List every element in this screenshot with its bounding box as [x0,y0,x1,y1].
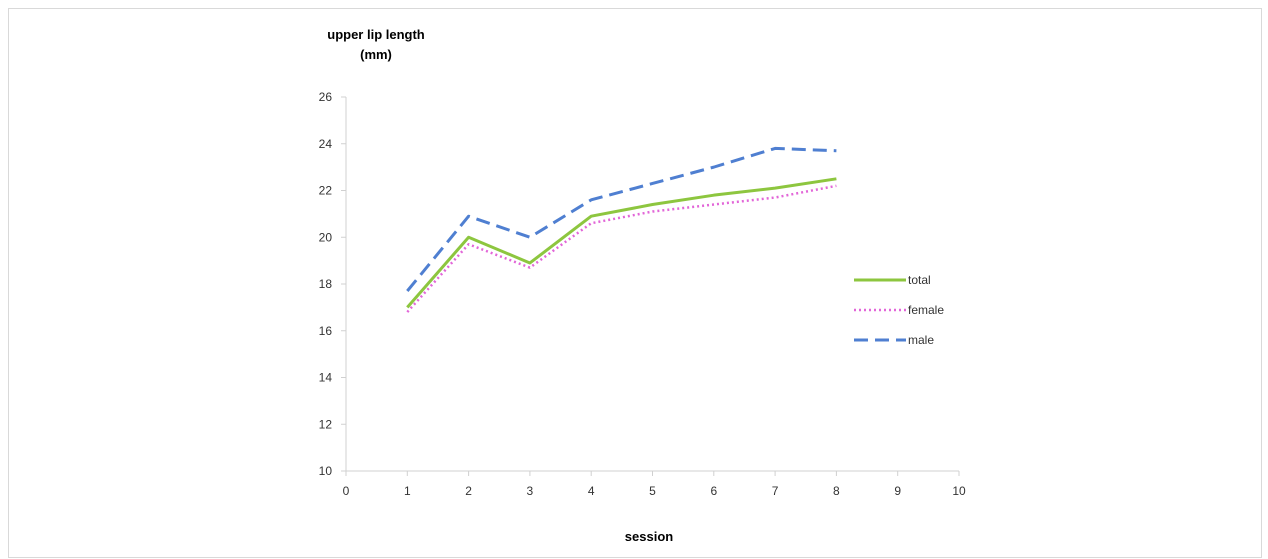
x-tick-label: 2 [465,484,472,498]
x-tick-group: 0 1 2 3 4 5 6 7 8 9 10 [343,471,966,498]
x-tick-label: 3 [527,484,534,498]
legend-label-male: male [908,333,934,347]
y-tick-label: 24 [319,137,333,151]
legend-label-female: female [908,303,944,317]
x-tick-label: 9 [894,484,901,498]
legend: total female male [854,273,944,347]
y-tick-label: 20 [319,230,333,244]
x-tick-label: 0 [343,484,350,498]
x-tick-label: 5 [649,484,656,498]
y-tick-label: 18 [319,277,333,291]
y-tick-label: 12 [319,417,333,431]
x-tick-label: 7 [772,484,779,498]
y-axis-title-line1: upper lip length [327,27,425,42]
series-line-total [406,177,837,309]
line-chart: upper lip length (mm) 101214161820222426… [319,27,966,544]
y-tick-label: 14 [319,371,333,385]
y-axis-title-line2: (mm) [360,47,392,62]
x-tick-label: 6 [710,484,717,498]
series-line-male [406,146,837,292]
x-axis-title: session [625,529,673,544]
y-tick-label: 22 [319,184,333,198]
y-tick-label: 26 [319,90,333,104]
x-tick-label: 8 [833,484,840,498]
series-line-female [406,184,837,313]
y-tick-group: 10 12 14 16 18 20 22 24 26 [319,90,346,478]
y-tick-label: 16 [319,324,333,338]
legend-label-total: total [908,273,931,287]
x-tick-label: 1 [404,484,411,498]
chart-frame: upper lip length (mm) 10 12 14 16 18 20 22 24 26… [8,8,1262,558]
x-tick-label: 10 [952,484,966,498]
series-group [406,146,837,313]
y-tick-label: 10 [319,464,333,478]
x-tick-label: 4 [588,484,595,498]
